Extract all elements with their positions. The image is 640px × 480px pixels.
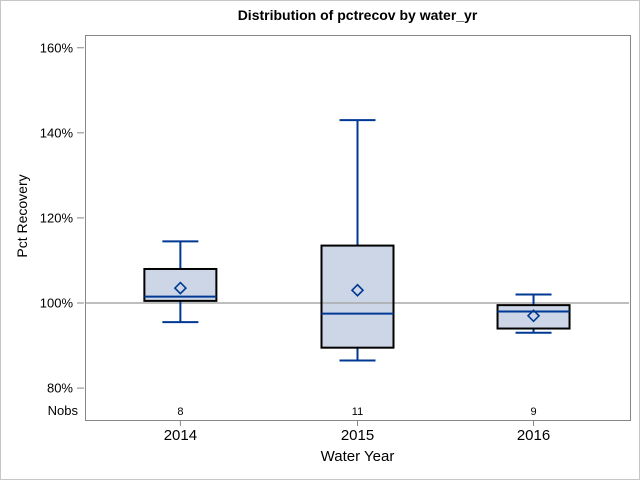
chart-title: Distribution of pctrecov by water_yr: [237, 7, 478, 23]
y-tick-label: 160%: [40, 40, 74, 55]
x-tick-label: 2016: [517, 427, 550, 444]
x-axis-label: Water Year: [320, 448, 395, 465]
box-outline-2015: [320, 244, 395, 349]
y-tick-label: 80%: [47, 381, 73, 396]
nobs-row-label: Nobs: [47, 403, 78, 418]
mean-diamond-icon-2016: [526, 309, 541, 323]
mean-diamond-icon-2015: [350, 283, 365, 297]
y-tick-label: 100%: [40, 296, 74, 311]
nobs-value: 9: [530, 406, 536, 418]
nobs-value: 8: [177, 406, 183, 418]
x-tick-label: 2014: [164, 427, 197, 444]
box-outline-2016: [496, 304, 571, 330]
x-tick-label: 2015: [341, 427, 374, 444]
box-fill-2014: [144, 268, 217, 301]
box-outline-2014: [143, 267, 218, 302]
mean-diamond-icon-2014: [173, 281, 188, 295]
y-tick-label: 120%: [40, 210, 74, 225]
box-fill-2016: [497, 305, 570, 329]
y-tick-label: 140%: [40, 125, 74, 140]
nobs-value: 11: [352, 406, 363, 418]
